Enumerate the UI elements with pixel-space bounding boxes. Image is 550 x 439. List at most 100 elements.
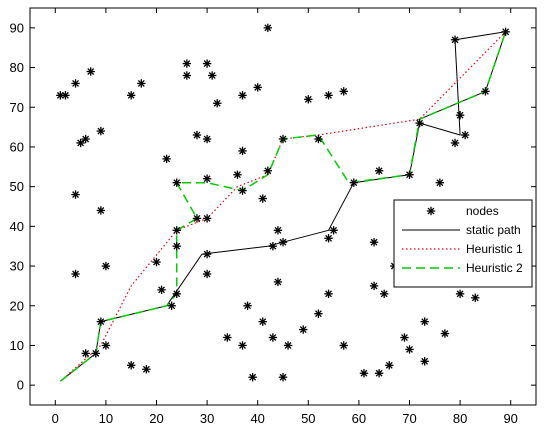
node-point xyxy=(329,226,338,235)
node-stroke xyxy=(441,330,449,337)
node-point xyxy=(278,134,288,144)
node-stroke xyxy=(451,36,459,44)
node-point xyxy=(324,289,333,299)
plot-frame xyxy=(29,7,537,406)
node-stroke xyxy=(203,270,211,278)
node-point xyxy=(369,238,379,247)
node-stroke xyxy=(203,214,211,222)
legend-item-heuristic-1: Heuristic 1 xyxy=(402,242,523,256)
node-stroke xyxy=(137,80,145,87)
x-tick-label: 20 xyxy=(149,411,163,426)
node-point xyxy=(71,190,80,199)
node-stroke xyxy=(254,83,262,91)
x-tick-label: 80 xyxy=(453,411,467,426)
node-stroke xyxy=(427,207,435,215)
node-point xyxy=(339,341,348,350)
x-tick-label: 70 xyxy=(402,411,416,426)
node-stroke xyxy=(183,72,191,79)
node-point xyxy=(435,178,445,187)
legend-label-heuristic-2: Heuristic 2 xyxy=(466,261,523,275)
legend-label-static-path: static path xyxy=(466,223,521,237)
node-stroke xyxy=(264,167,272,175)
node-stroke xyxy=(158,286,165,294)
node-stroke xyxy=(153,258,160,266)
legend-asterisk xyxy=(426,206,436,216)
node-point xyxy=(263,23,273,33)
node-point xyxy=(374,166,384,175)
legend-box xyxy=(393,199,533,288)
node-stroke xyxy=(102,262,110,270)
node-point xyxy=(380,289,389,299)
node-point xyxy=(455,289,465,299)
node-point xyxy=(172,242,181,251)
node-stroke xyxy=(97,207,105,214)
node-stroke xyxy=(436,179,444,187)
node-point xyxy=(339,87,348,96)
node-stroke xyxy=(56,91,64,99)
node-stroke xyxy=(401,334,408,341)
node-stroke xyxy=(127,361,135,369)
node-stroke xyxy=(61,91,69,99)
node-point xyxy=(127,361,136,370)
node-stroke xyxy=(325,234,332,242)
ticks: 0 10 20 30 40 50 60 70 80 90 0 10 20 30 40 50 60 70 80 90 xyxy=(10,8,536,426)
node-stroke xyxy=(102,342,110,349)
node-stroke xyxy=(350,179,358,187)
node-point xyxy=(263,166,273,175)
node-point xyxy=(96,317,106,326)
node-point xyxy=(405,170,414,179)
node-stroke xyxy=(92,349,100,357)
node-point xyxy=(172,226,181,235)
node-point xyxy=(202,249,212,259)
node-stroke xyxy=(163,155,171,163)
node-point xyxy=(283,341,293,350)
node-point xyxy=(152,257,161,267)
node-point xyxy=(192,130,202,140)
node-point xyxy=(81,134,90,144)
node-stroke xyxy=(421,318,429,326)
node-stroke xyxy=(239,342,246,349)
node-stroke xyxy=(406,171,413,179)
y-tick-label: 30 xyxy=(10,259,24,274)
node-stroke xyxy=(193,131,201,139)
node-stroke xyxy=(173,179,181,187)
node-stroke xyxy=(244,302,252,310)
node-point xyxy=(167,301,176,310)
node-stroke xyxy=(72,270,79,278)
y-tick-label: 0 xyxy=(17,378,24,393)
node-stroke xyxy=(461,131,469,139)
node-stroke xyxy=(249,373,257,381)
series-line-heuristic-1 xyxy=(60,31,507,382)
y-tick-label: 60 xyxy=(10,139,24,154)
node-stroke xyxy=(239,91,246,99)
node-point xyxy=(258,194,267,203)
node-stroke xyxy=(259,195,267,202)
node-point xyxy=(278,238,288,247)
series-line-static-path xyxy=(60,31,507,382)
node-stroke xyxy=(502,28,510,36)
node-point xyxy=(202,269,212,279)
node-point xyxy=(207,71,217,80)
node-point xyxy=(157,285,166,295)
node-stroke xyxy=(481,87,489,95)
node-point xyxy=(243,301,252,310)
node-point xyxy=(238,186,247,195)
node-layer xyxy=(56,23,510,382)
node-point xyxy=(405,345,414,354)
node-stroke xyxy=(471,294,479,302)
node-point xyxy=(304,95,313,104)
node-stroke xyxy=(375,167,383,175)
node-point xyxy=(142,365,151,374)
node-stroke xyxy=(264,24,272,32)
node-stroke xyxy=(406,345,413,353)
node-point xyxy=(238,91,247,100)
node-point xyxy=(481,87,490,96)
node-point xyxy=(238,146,247,156)
node-stroke xyxy=(173,290,181,298)
node-stroke xyxy=(82,349,90,357)
legend-item-nodes: nodes xyxy=(426,204,499,218)
node-point xyxy=(223,333,232,342)
node-stroke xyxy=(299,326,307,333)
node-point xyxy=(471,293,480,303)
